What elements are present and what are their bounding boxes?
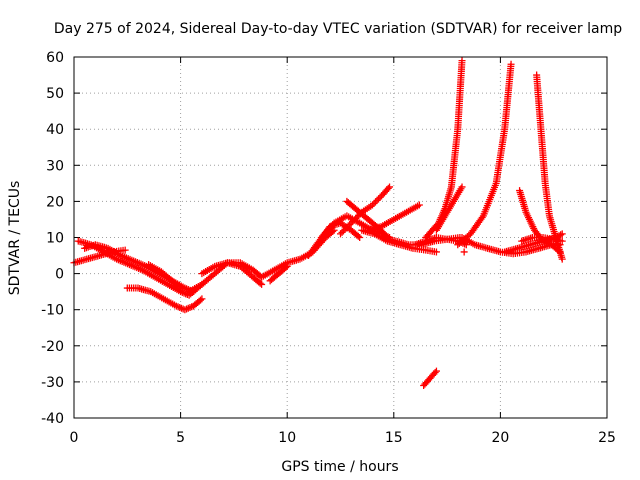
data-point	[558, 230, 566, 238]
data-point	[355, 211, 363, 219]
plot-frame	[73, 56, 608, 419]
x-tick-label: 5	[176, 430, 185, 446]
series-track-22	[460, 248, 468, 256]
data-point	[343, 224, 351, 232]
data-point	[282, 264, 290, 272]
data-point	[354, 232, 362, 240]
data-point	[458, 183, 466, 191]
data-point	[352, 214, 360, 222]
series-track-17	[422, 57, 466, 241]
x-tick-label: 20	[491, 430, 509, 446]
data-point	[460, 248, 468, 256]
series-track-12	[337, 183, 394, 238]
data-point	[337, 230, 344, 238]
data-point	[431, 369, 439, 377]
y-tick-label: 60	[46, 50, 64, 66]
x-tick-label: 25	[598, 430, 616, 446]
data-point	[341, 225, 349, 233]
series-track-25	[533, 71, 566, 263]
x-tick-label: 10	[278, 430, 296, 446]
data-point	[415, 201, 423, 209]
y-tick-label: -20	[41, 339, 64, 355]
x-axis-label: GPS time / hours	[281, 459, 398, 475]
data-point	[198, 295, 206, 303]
data-point	[346, 221, 354, 229]
y-tick-label: 20	[46, 194, 64, 210]
x-tick-labels: 0 5 10 15 20 25	[70, 430, 616, 446]
data-point	[558, 237, 566, 245]
data-point	[368, 201, 376, 209]
series-track-26	[518, 234, 566, 245]
data-point	[375, 195, 383, 203]
data-point	[376, 193, 384, 201]
y-tick-label: 30	[46, 158, 64, 174]
y-tick-labels: -40 -30 -20 -10 0 10 20 30 40 50 60	[41, 50, 64, 427]
data-point	[121, 246, 129, 254]
data-point	[384, 184, 392, 192]
data-point	[432, 367, 440, 375]
data-point	[179, 284, 187, 292]
data-point	[507, 60, 515, 68]
data-point	[258, 280, 266, 288]
data-point	[557, 231, 565, 239]
data-point	[478, 213, 486, 221]
data-point	[256, 279, 264, 287]
y-tick-label: -40	[41, 411, 64, 427]
data-point	[558, 255, 566, 263]
data-point	[340, 227, 348, 235]
series-track-04	[123, 284, 206, 314]
data-point	[356, 234, 364, 241]
data-point	[350, 216, 358, 224]
y-axis-label: SDTVAR / TECUs	[7, 181, 23, 296]
data-point	[353, 213, 361, 221]
data-point	[344, 222, 352, 230]
x-tick-label: 15	[385, 430, 403, 446]
series-track-19	[432, 183, 466, 234]
data-point	[330, 226, 338, 234]
data-point	[222, 260, 230, 268]
data-point	[338, 228, 346, 236]
y-tick-label: -10	[41, 303, 64, 319]
y-tick-label: 0	[55, 267, 64, 283]
data-point	[370, 199, 378, 207]
y-tick-label: 10	[46, 231, 64, 247]
data-point	[347, 219, 355, 227]
series-track-05	[145, 261, 187, 292]
series-track-18	[420, 367, 440, 390]
chart-title: Day 275 of 2024, Sidereal Day-to-day VTE…	[54, 21, 622, 37]
data-point	[372, 198, 380, 206]
data-points	[70, 57, 566, 390]
data-point	[196, 296, 204, 304]
series-track-08	[266, 262, 291, 285]
y-tick-label: 40	[46, 122, 64, 138]
x-tick-label: 0	[70, 430, 79, 446]
data-point	[373, 196, 381, 204]
data-point	[283, 262, 291, 270]
series-track-13	[364, 201, 423, 234]
grid	[73, 56, 608, 419]
data-point	[458, 57, 466, 65]
data-point	[349, 218, 357, 226]
data-point	[432, 248, 440, 256]
data-point	[386, 183, 394, 191]
y-tick-label: 50	[46, 86, 64, 102]
y-tick-label: -30	[41, 375, 64, 391]
